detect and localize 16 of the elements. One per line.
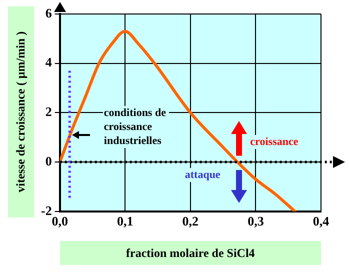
x-axis-title: fraction molaire de SiCl4 <box>60 241 321 266</box>
y-tick-label: 2 <box>45 104 52 120</box>
annotation: conditions de croissance industrielles <box>102 106 169 148</box>
y-axis-title: vitesse de croissance ( µm/min ) <box>8 6 34 218</box>
x-tick-label: 0,1 <box>116 214 134 229</box>
y-tick-label: 0 <box>45 153 52 168</box>
x-tick-label: 0,3 <box>248 214 264 229</box>
annotation: attaque <box>184 168 222 182</box>
annotation: croissance <box>249 135 300 150</box>
x-tick-label: 0,0 <box>52 214 68 229</box>
y-tick-label: 6 <box>45 5 52 20</box>
x-tick-label: 0,4 <box>312 214 330 229</box>
x-tick-label: 0,2 <box>182 214 199 229</box>
y-tick-label: -2 <box>40 202 52 218</box>
line-series <box>60 30 296 212</box>
y-tick-label: 4 <box>45 54 52 70</box>
